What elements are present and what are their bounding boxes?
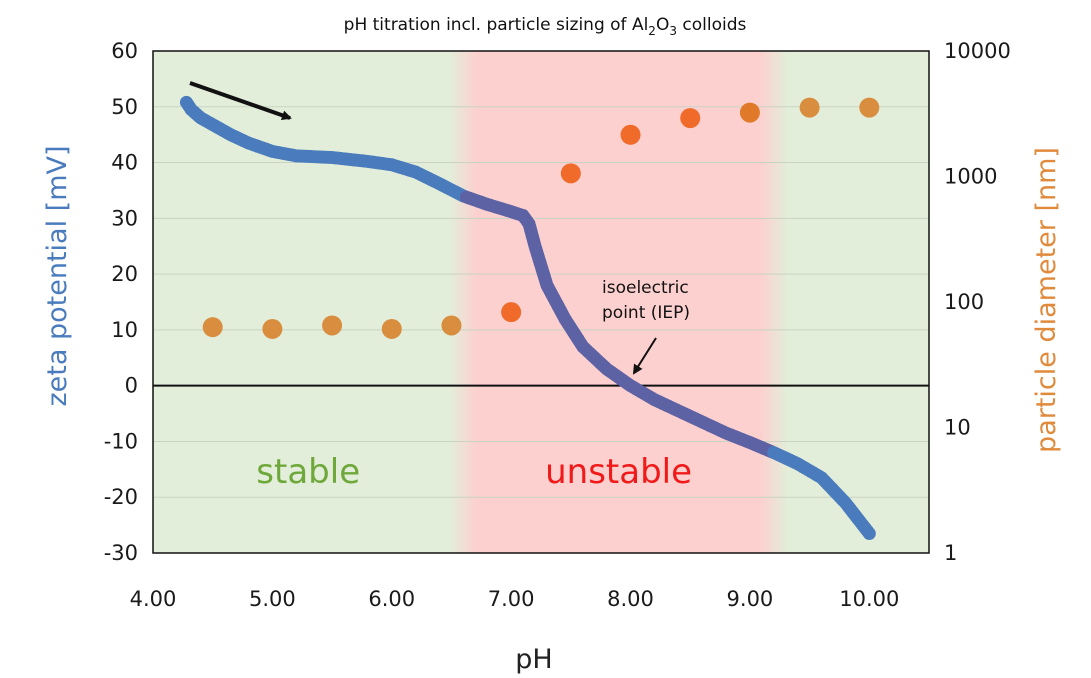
particle-size-point [202,317,223,338]
x-axis-ticks: 4.00 5.00 6.00 7.00 8.00 9.00 10.00 [130,587,900,611]
x-tick-label: 5.00 [249,587,296,611]
plot-frame [152,50,930,554]
particle-size-point [262,318,283,339]
y-left-tick-label: 0 [125,374,138,398]
x-tick-label: 10.00 [839,587,899,611]
region-label-stable: stable [256,452,360,492]
y-left-tick-label: 50 [111,95,138,119]
y-right-tick-label: 10000 [944,39,1011,63]
zeta-point [862,526,876,540]
zeta-potential-series [179,95,876,540]
particle-size-series [202,97,880,339]
x-tick-label: 7.00 [488,587,535,611]
particle-size-point [739,102,760,123]
y-right-tick-label: 1 [944,541,957,565]
particle-size-point [381,318,402,339]
y-right-tick-label: 100 [944,290,984,314]
chart-title: pH titration incl. particle sizing of Al… [344,15,747,38]
y-left-tick-label: 60 [111,39,138,63]
particle-size-point [560,163,581,184]
iep-annotation-line2: point (IEP) [602,303,690,323]
particle-size-point [859,97,880,118]
particle-size-point [322,315,343,336]
x-tick-label: 6.00 [368,587,415,611]
y-right-tick-label: 10 [944,416,971,440]
y-left-tick-label: 20 [111,262,138,286]
y-left-tick-label: 30 [111,206,138,230]
iep-arrow [632,337,657,375]
y-left-axis-ticks: 60 50 40 30 20 10 0 -10 -20 -30 [104,39,138,565]
x-tick-label: 4.00 [130,587,177,611]
x-tick-label: 9.00 [727,587,774,611]
y-right-axis-title: particle diameter [nm] [1031,147,1062,453]
y-right-tick-label: 1000 [944,165,997,189]
y-left-axis-title: zeta potential [mV] [42,145,73,406]
region-labels: stable unstable [256,452,692,492]
particle-size-point [799,97,820,118]
y-right-axis-ticks: 10000 1000 100 10 1 [944,39,1011,565]
gridlines [153,106,929,498]
particle-size-point [441,315,462,336]
y-left-tick-label: -20 [104,485,138,509]
x-tick-label: 8.00 [607,587,654,611]
particle-size-point [680,108,701,129]
y-left-tick-label: -30 [104,541,138,565]
iep-annotation-line1: isoelectric [602,278,689,298]
region-label-unstable: unstable [545,452,692,492]
particle-size-point [620,124,641,145]
y-left-tick-label: 40 [111,151,138,175]
y-left-tick-label: -10 [104,429,138,453]
y-left-tick-label: 10 [111,318,138,342]
x-axis-title: pH [515,644,552,675]
particle-size-point [501,302,522,323]
trend-arrow [189,81,292,121]
